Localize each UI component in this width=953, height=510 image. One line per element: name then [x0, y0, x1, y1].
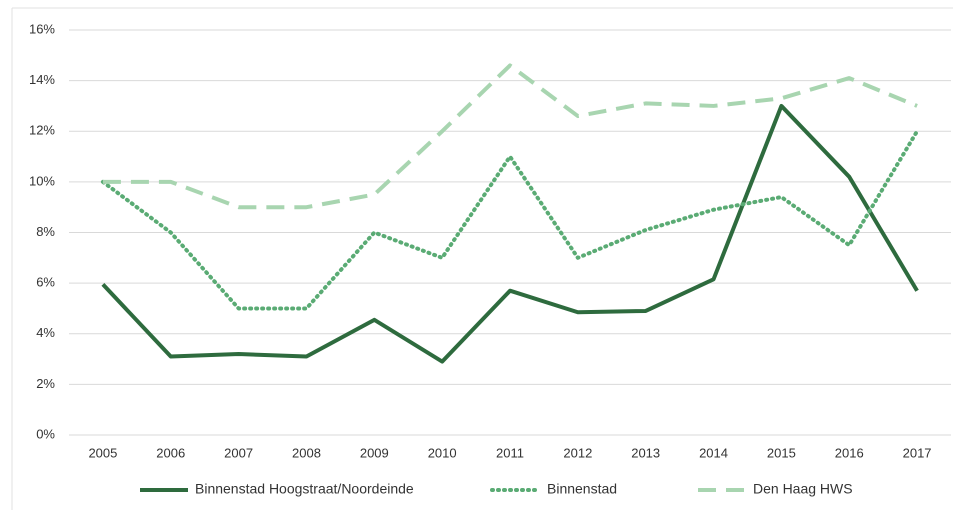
x-tick-label: 2008 — [292, 445, 321, 460]
x-tick-label: 2005 — [88, 445, 117, 460]
y-tick-label: 0% — [36, 426, 55, 441]
x-tick-label: 2016 — [835, 445, 864, 460]
y-tick-label: 8% — [36, 224, 55, 239]
series-line — [100, 129, 920, 311]
y-tick-label: 12% — [29, 123, 55, 138]
x-tick-label: 2010 — [428, 445, 457, 460]
x-tick-label: 2013 — [631, 445, 660, 460]
y-tick-label: 6% — [36, 275, 55, 290]
x-tick-label: 2006 — [156, 445, 185, 460]
x-tick-label: 2009 — [360, 445, 389, 460]
legend-label: Den Haag HWS — [753, 481, 853, 497]
x-tick-label: 2007 — [224, 445, 253, 460]
y-tick-label: 16% — [29, 21, 55, 36]
x-tick-label: 2011 — [496, 445, 524, 460]
series-line — [101, 103, 919, 364]
legend-label: Binnenstad Hoogstraat/Noordeinde — [195, 481, 414, 497]
series-line — [102, 63, 918, 210]
x-tick-label: 2017 — [903, 445, 932, 460]
x-tick-label: 2015 — [767, 445, 796, 460]
x-tick-label: 2012 — [563, 445, 592, 460]
y-tick-label: 14% — [29, 72, 55, 87]
y-tick-label: 10% — [29, 173, 55, 188]
y-tick-label: 4% — [36, 325, 55, 340]
y-tick-label: 2% — [36, 376, 55, 391]
x-tick-label: 2014 — [699, 445, 728, 460]
legend-label: Binnenstad — [547, 481, 617, 497]
